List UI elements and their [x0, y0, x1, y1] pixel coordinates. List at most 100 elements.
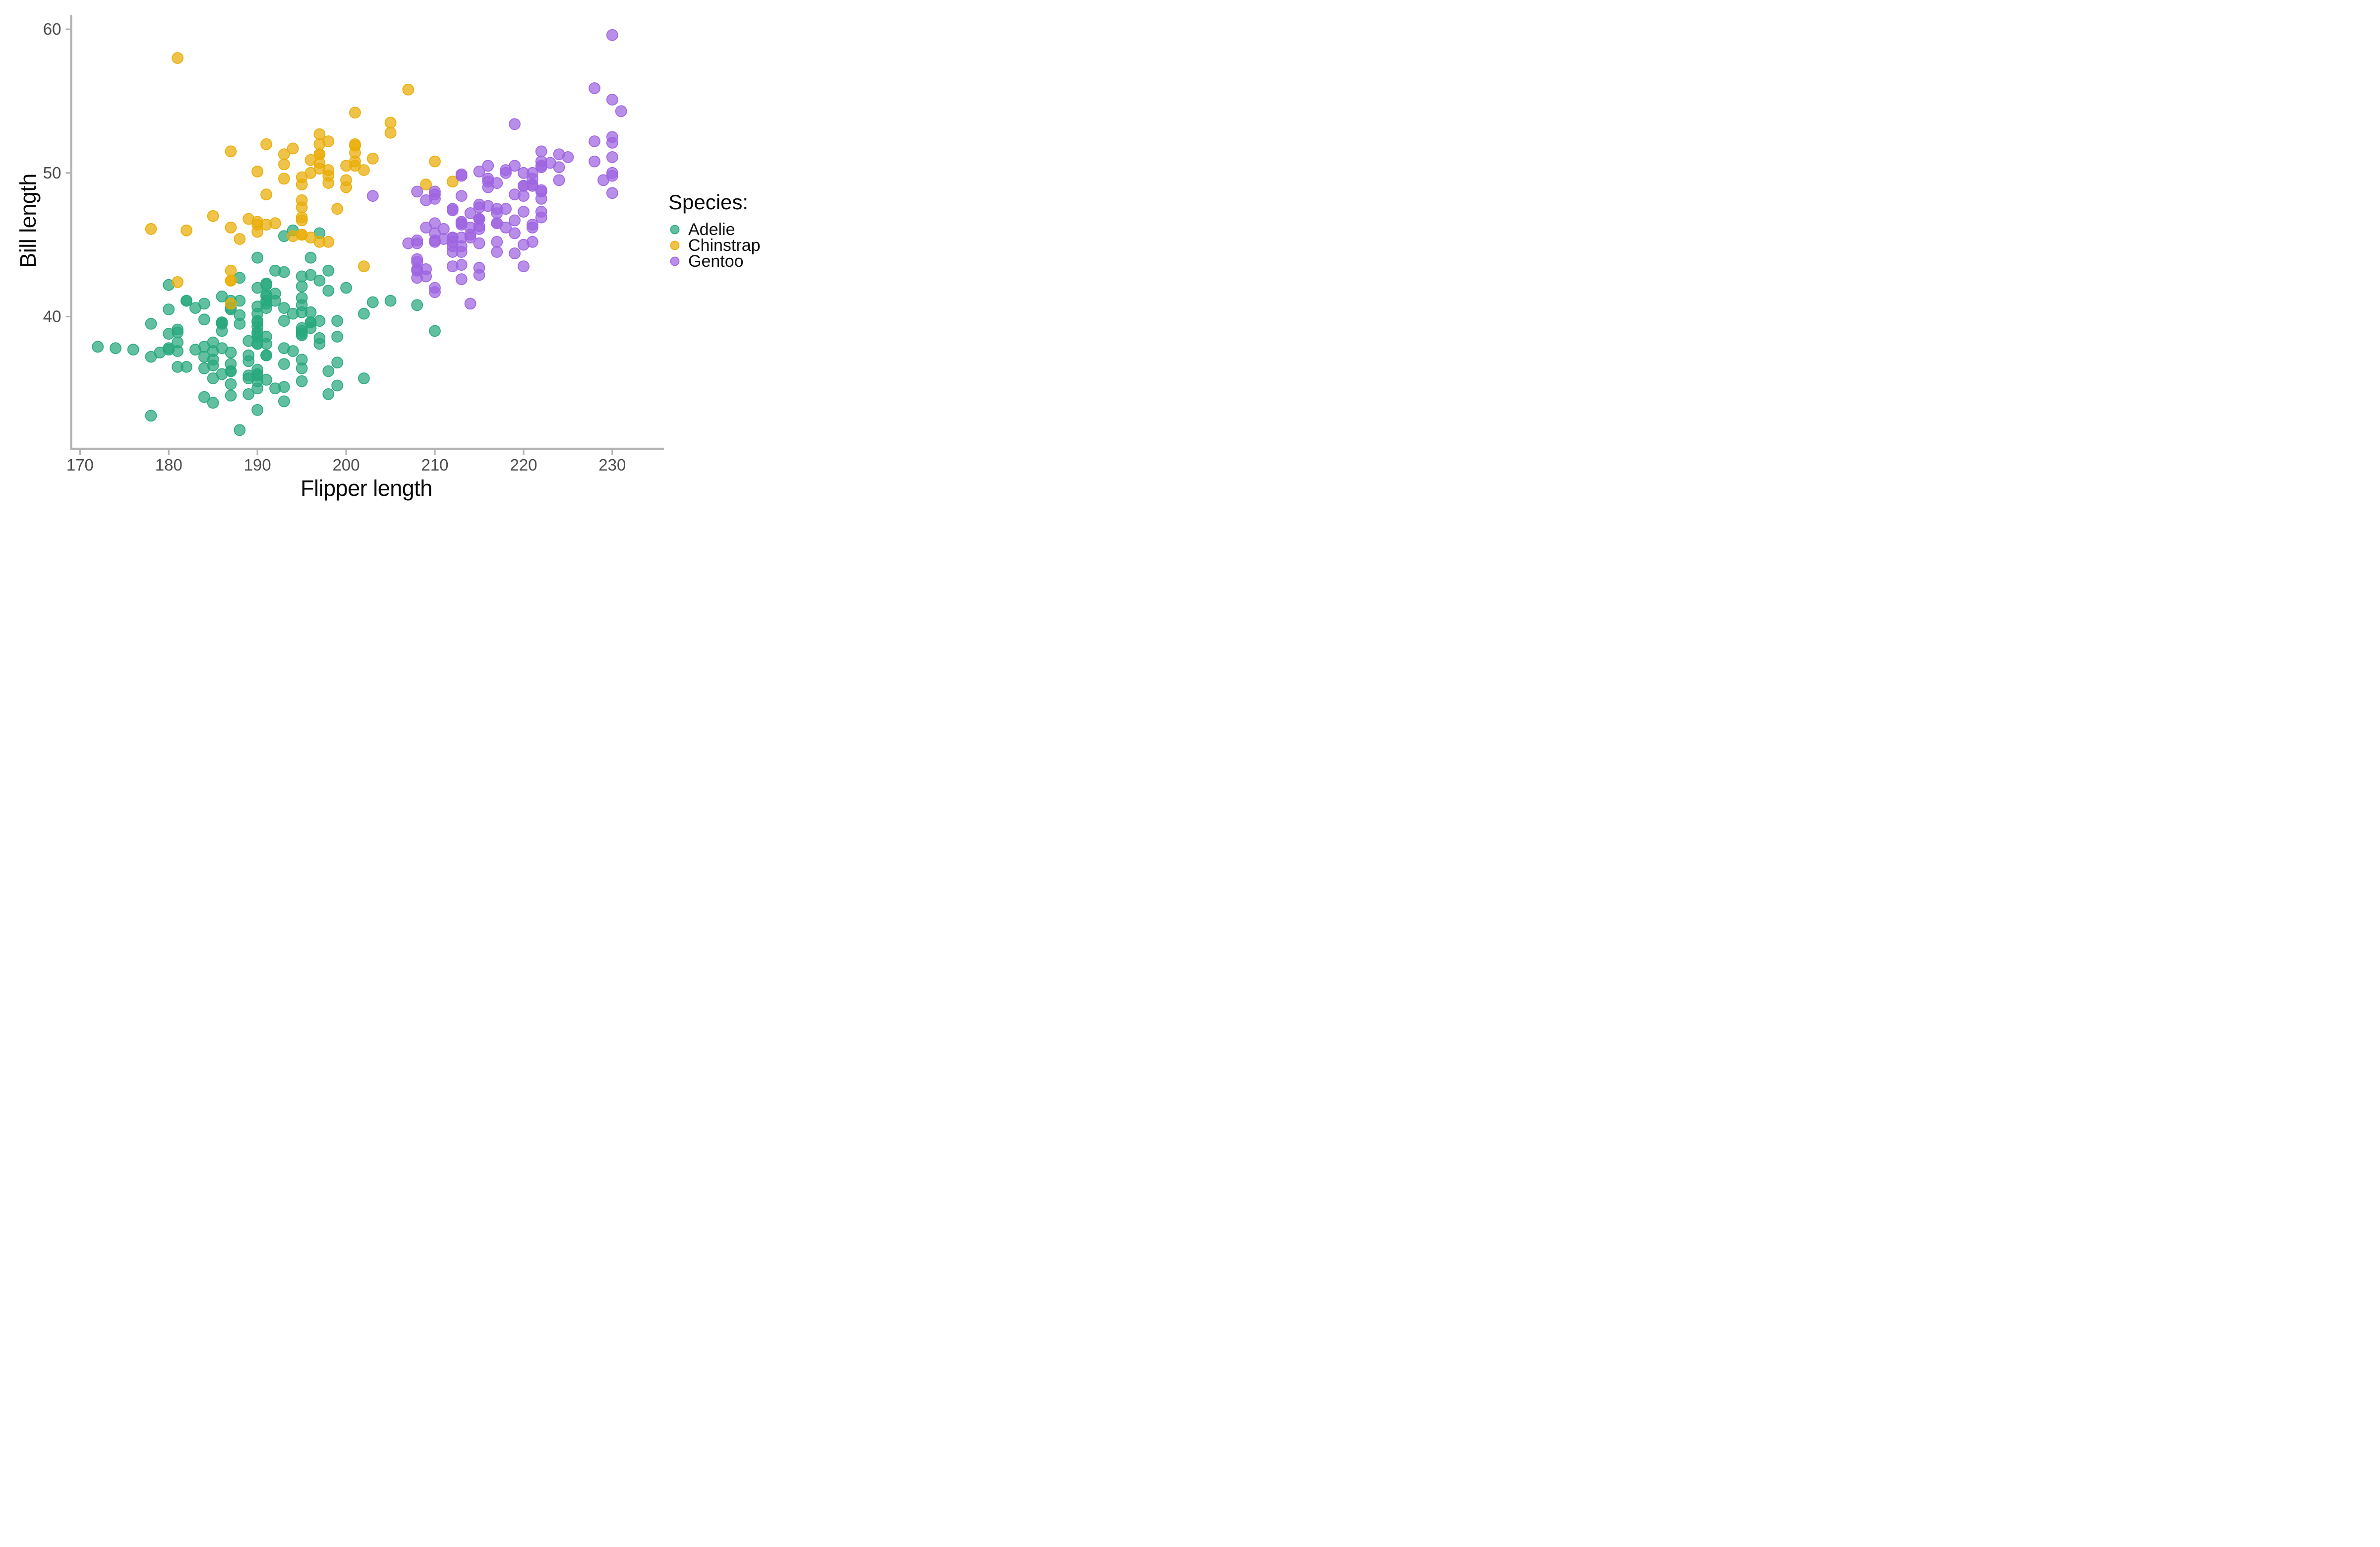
- data-point-gentoo: [509, 227, 521, 239]
- x-axis-title: Flipper length: [300, 476, 432, 501]
- data-point-adelie: [384, 295, 397, 307]
- gentoo-swatch-icon: [670, 256, 680, 266]
- data-point-gentoo: [455, 168, 468, 180]
- legend-label-adelie: Adelie: [688, 220, 735, 239]
- data-point-adelie: [180, 295, 193, 307]
- data-point-adelie: [411, 299, 423, 311]
- data-point-gentoo: [589, 135, 600, 147]
- data-point-adelie: [207, 397, 219, 409]
- data-point-chinstrap: [296, 211, 308, 224]
- data-point-chinstrap: [322, 135, 335, 147]
- data-point-chinstrap: [384, 126, 397, 139]
- data-point-adelie: [207, 372, 219, 384]
- data-point-gentoo: [606, 29, 618, 41]
- data-point-adelie: [251, 404, 264, 416]
- data-points-layer: [92, 29, 627, 436]
- data-point-adelie: [304, 306, 317, 318]
- data-point-gentoo: [606, 136, 618, 149]
- data-point-adelie: [242, 372, 255, 384]
- axes: 170 180 190 200 210 220 230 40 50 60: [43, 15, 664, 474]
- data-point-adelie: [331, 331, 344, 343]
- data-point-gentoo: [446, 203, 459, 215]
- data-point-adelie: [234, 309, 246, 321]
- data-point-gentoo: [597, 174, 609, 186]
- data-point-chinstrap: [278, 173, 290, 185]
- data-point-gentoo: [589, 155, 600, 168]
- data-point-adelie: [127, 344, 139, 356]
- x-tick-label: 180: [155, 456, 182, 474]
- data-point-chinstrap: [260, 188, 272, 201]
- data-point-chinstrap: [251, 165, 264, 178]
- data-point-adelie: [313, 275, 326, 287]
- data-point-gentoo: [446, 260, 459, 272]
- data-point-adelie: [260, 349, 272, 361]
- data-point-gentoo: [446, 246, 459, 258]
- data-point-chinstrap: [358, 260, 370, 272]
- data-point-adelie: [172, 361, 184, 373]
- data-point-chinstrap: [420, 178, 432, 190]
- data-point-gentoo: [464, 298, 476, 310]
- data-point-adelie: [163, 303, 175, 315]
- data-point-gentoo: [526, 167, 538, 179]
- x-tick-label: 200: [333, 456, 360, 474]
- data-point-adelie: [163, 328, 175, 340]
- data-point-adelie: [145, 318, 157, 330]
- data-point-gentoo: [429, 236, 441, 248]
- data-point-adelie: [145, 410, 157, 422]
- data-point-gentoo: [473, 237, 485, 249]
- data-point-adelie: [304, 269, 317, 281]
- plot-canvas: 170 180 190 200 210 220 230 40 50 60 Flipper leng…: [15, 15, 761, 501]
- data-point-adelie: [269, 382, 281, 395]
- data-point-gentoo: [429, 286, 441, 298]
- data-point-adelie: [429, 325, 441, 337]
- data-point-adelie: [358, 307, 370, 320]
- data-point-chinstrap: [349, 139, 361, 152]
- legend-item-adelie: Adelie: [670, 220, 735, 239]
- data-point-chinstrap: [145, 223, 157, 235]
- data-point-gentoo: [464, 207, 476, 219]
- data-point-adelie: [251, 251, 264, 264]
- y-axis-title: Bill length: [15, 174, 41, 268]
- data-point-gentoo: [509, 118, 521, 130]
- data-point-chinstrap: [331, 203, 344, 215]
- data-point-chinstrap: [358, 164, 370, 176]
- data-point-adelie: [198, 351, 210, 363]
- x-tick-label: 170: [66, 456, 94, 474]
- data-point-chinstrap: [322, 177, 335, 189]
- data-point-gentoo: [518, 206, 530, 218]
- data-point-chinstrap: [242, 213, 255, 225]
- data-point-gentoo: [509, 188, 521, 201]
- data-point-gentoo: [455, 190, 468, 202]
- data-point-adelie: [304, 251, 317, 264]
- data-point-gentoo: [535, 184, 547, 196]
- data-point-adelie: [278, 302, 290, 314]
- data-point-adelie: [278, 342, 290, 355]
- data-point-adelie: [234, 424, 246, 436]
- data-point-chinstrap: [313, 157, 326, 169]
- data-point-adelie: [216, 291, 228, 302]
- data-point-chinstrap: [260, 138, 272, 150]
- legend-label-gentoo: Gentoo: [688, 252, 744, 271]
- data-point-gentoo: [606, 94, 618, 106]
- data-point-chinstrap: [402, 83, 415, 96]
- data-point-chinstrap: [349, 107, 361, 119]
- data-point-adelie: [296, 292, 308, 304]
- data-point-adelie: [304, 316, 317, 328]
- data-point-chinstrap: [313, 236, 326, 248]
- data-point-adelie: [225, 347, 237, 358]
- legend: Species: Adelie Chinstrap Gentoo: [668, 190, 761, 271]
- data-point-adelie: [198, 313, 210, 326]
- data-point-adelie: [296, 325, 308, 337]
- data-point-adelie: [322, 264, 335, 277]
- data-point-adelie: [278, 266, 290, 278]
- data-point-adelie: [251, 338, 264, 350]
- y-tick-label: 40: [43, 307, 61, 325]
- data-point-adelie: [331, 315, 344, 327]
- data-point-gentoo: [606, 151, 618, 163]
- data-point-chinstrap: [260, 219, 272, 231]
- data-point-chinstrap: [384, 117, 397, 129]
- data-point-gentoo: [500, 221, 512, 234]
- data-point-adelie: [260, 374, 272, 386]
- data-point-adelie: [225, 365, 237, 377]
- legend-item-chinstrap: Chinstrap: [670, 236, 761, 255]
